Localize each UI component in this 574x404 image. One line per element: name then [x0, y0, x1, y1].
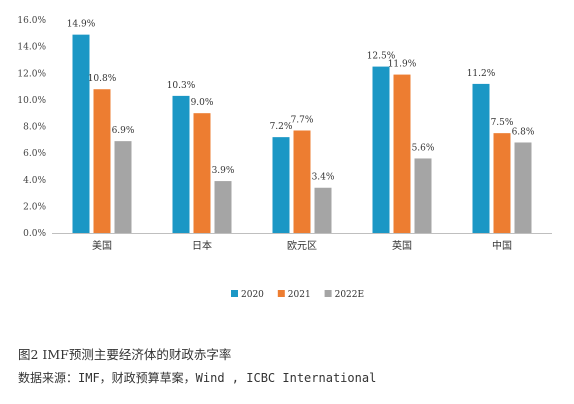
- data-label: 6.9%: [112, 126, 135, 136]
- bar: [272, 137, 290, 233]
- bar: [172, 95, 190, 233]
- legend-label: 2021: [288, 290, 311, 300]
- y-tick-label: 2.0%: [23, 202, 46, 212]
- y-axis: 0.0% 2.0% 4.0% 6.0% 8.0% 10.0% 12.0% 14.0% 16.0%: [17, 16, 46, 239]
- bar: [293, 130, 311, 233]
- data-label: 10.8%: [88, 74, 117, 84]
- data-label: 11.2%: [467, 69, 496, 79]
- bar: [93, 89, 111, 233]
- data-label: 6.8%: [512, 127, 535, 137]
- data-label: 7.5%: [491, 118, 514, 128]
- legend-swatch: [324, 290, 332, 297]
- data-labels: 14.9% 10.8% 6.9% 10.3% 9.0% 3.9% 7.2%7.7% 3.4% 1…: [67, 20, 535, 183]
- data-label: 9.0%: [191, 98, 214, 108]
- data-label: 3.9%: [212, 166, 235, 176]
- legend-swatch: [277, 290, 285, 297]
- x-tick-label: 欧元区: [287, 240, 317, 252]
- bar: [493, 133, 511, 233]
- y-tick-label: 14.0%: [17, 43, 46, 53]
- bar: [393, 74, 411, 233]
- legend-label: 2022E: [335, 290, 364, 300]
- bar: [214, 181, 232, 233]
- bar: [314, 187, 332, 233]
- data-label: 7.2%: [270, 122, 293, 132]
- legend-swatch: [231, 290, 238, 297]
- bar: [414, 158, 432, 233]
- data-label: 11.9%: [388, 60, 417, 70]
- legend-label: 2020: [241, 290, 264, 300]
- bar: [372, 66, 390, 233]
- x-tick-label: 美国: [92, 239, 112, 252]
- bar: [72, 34, 90, 233]
- y-tick-label: 0.0%: [23, 229, 46, 239]
- x-tick-label: 日本: [192, 239, 212, 252]
- y-tick-label: 12.0%: [17, 69, 46, 79]
- bar: [193, 113, 211, 233]
- bar: [514, 142, 532, 233]
- data-label: 5.6%: [412, 143, 435, 153]
- data-label: 7.7%: [291, 115, 314, 125]
- bar: [472, 83, 490, 234]
- data-label: 14.9%: [67, 20, 96, 30]
- y-tick-label: 8.0%: [23, 123, 46, 133]
- data-source: 数据来源：IMF，财政预算草案，Wind , ICBC Internationa…: [18, 371, 377, 385]
- figure-caption: 图2 IMF预测主要经济体的财政赤字率: [18, 347, 232, 362]
- legend: 2020 2021 2022E: [231, 290, 364, 300]
- bars: [72, 34, 532, 234]
- bar: [114, 141, 132, 233]
- data-label: 12.5%: [367, 52, 396, 62]
- data-label: 3.4%: [312, 173, 335, 183]
- y-tick-label: 6.0%: [23, 149, 46, 159]
- x-tick-label: 英国: [392, 239, 412, 252]
- bar-chart: 0.0% 2.0% 4.0% 6.0% 8.0% 10.0% 12.0% 14.0% 16.0%…: [17, 16, 552, 300]
- y-tick-label: 10.0%: [17, 96, 46, 106]
- data-label: 10.3%: [167, 81, 196, 91]
- y-tick-label: 16.0%: [17, 16, 46, 26]
- x-tick-label: 中国: [492, 239, 512, 252]
- x-axis: 美国 日本 欧元区 英国 中国: [52, 233, 552, 252]
- y-tick-label: 4.0%: [23, 176, 46, 186]
